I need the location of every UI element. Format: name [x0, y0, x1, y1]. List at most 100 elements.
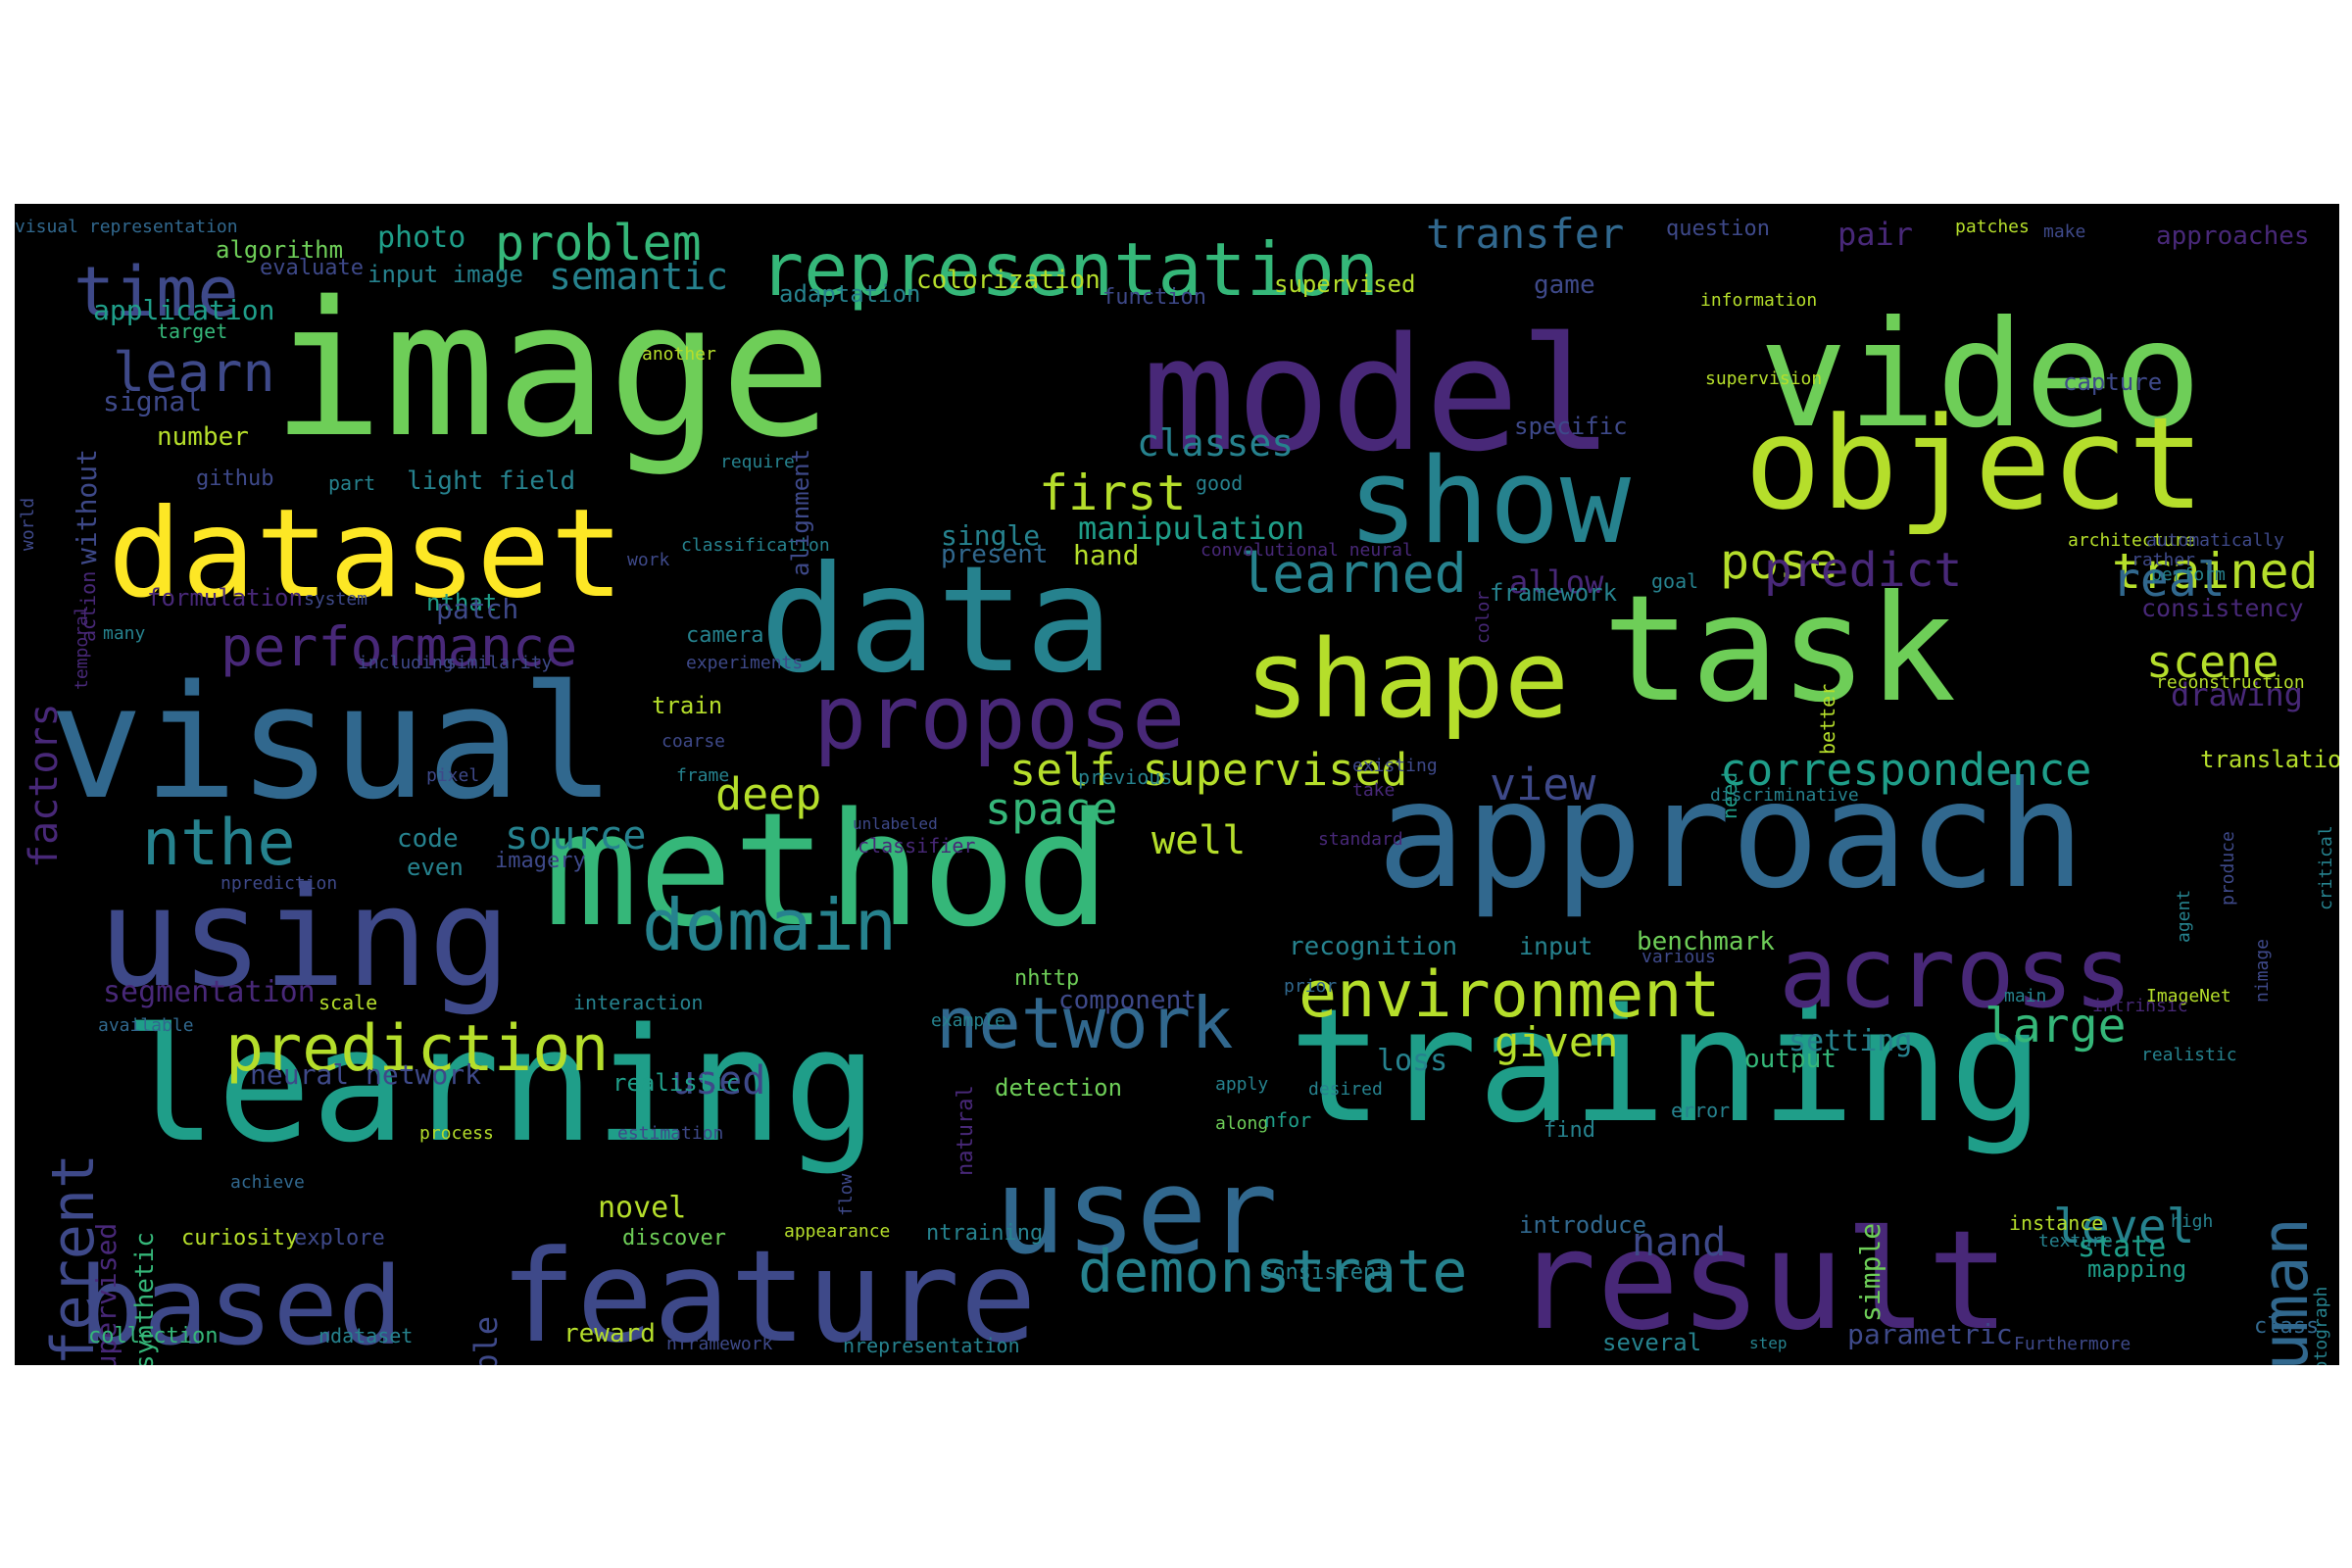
cloud-word: nthat	[426, 589, 498, 616]
cloud-word: pair	[1838, 216, 1914, 253]
cloud-word: patches	[1955, 217, 2030, 237]
cloud-word: ImageNet	[2146, 986, 2231, 1006]
cloud-word: appearance	[784, 1221, 891, 1242]
cloud-word: framework	[1490, 579, 1618, 607]
cloud-word: hand	[1073, 539, 1140, 571]
cloud-word: large	[1984, 999, 2127, 1054]
cloud-word: make	[2043, 221, 2086, 242]
cloud-word: similarity	[446, 653, 553, 673]
cloud-word: produce	[2218, 830, 2238, 906]
cloud-word: consistent	[1259, 1260, 1390, 1285]
cloud-word: including	[358, 653, 454, 673]
cloud-word: learning	[122, 994, 878, 1177]
cloud-word: previous	[1078, 765, 1173, 789]
cloud-word: colorization	[916, 266, 1101, 295]
cloud-word: color	[1473, 590, 1494, 644]
cloud-word: human	[2249, 1217, 2323, 1365]
cloud-word: natural	[954, 1085, 978, 1177]
cloud-word: take	[1352, 780, 1396, 801]
cloud-word: benchmark	[1637, 927, 1775, 956]
cloud-word: drawing	[2171, 676, 2303, 713]
cloud-word: view	[1490, 759, 1596, 810]
cloud-word: github	[196, 466, 274, 491]
cloud-word: nimage	[2252, 938, 2273, 1003]
cloud-word: consistency	[2141, 594, 2304, 622]
cloud-word: process	[419, 1123, 494, 1144]
cloud-word: performance	[220, 615, 578, 678]
cloud-word: standard	[1318, 829, 1403, 850]
cloud-word: demonstrate	[1078, 1238, 1468, 1306]
cloud-word: given	[1494, 1018, 1619, 1066]
cloud-word: number	[157, 422, 249, 452]
cloud-word: goal	[1651, 569, 1699, 593]
cloud-word: desired	[1308, 1079, 1383, 1100]
cloud-word: class	[2254, 1314, 2320, 1339]
cloud-word: apply	[1215, 1074, 1269, 1095]
cloud-word: perform	[2151, 564, 2226, 585]
cloud-word: dataset	[108, 483, 624, 625]
cloud-word: intrinsic	[2092, 996, 2188, 1016]
cloud-word: object	[1744, 389, 2205, 538]
cloud-word: formulation	[147, 584, 303, 612]
cloud-word: input image	[368, 261, 523, 288]
cloud-word: method	[544, 778, 1110, 961]
cloud-word: instance	[2009, 1211, 2104, 1235]
cloud-word: require	[720, 452, 795, 472]
cloud-word: discriminative	[1710, 785, 1859, 806]
cloud-word: game	[1534, 270, 1595, 300]
cloud-word: recognition	[1289, 932, 1458, 961]
cloud-word: experiments	[686, 653, 804, 673]
cloud-word: adaptation	[779, 280, 921, 308]
cloud-word: work	[627, 550, 670, 570]
cloud-word: imagery	[495, 849, 586, 873]
cloud-word: pose	[1720, 533, 1838, 590]
cloud-word: output	[1744, 1045, 1837, 1074]
cloud-word: show	[1348, 434, 1631, 570]
cloud-word: shape	[1245, 616, 1570, 742]
cloud-word: introduce	[1519, 1211, 1647, 1239]
cloud-word: step	[1749, 1334, 1788, 1352]
cloud-word: propose	[813, 666, 1186, 769]
cloud-word: domain	[642, 884, 898, 966]
cloud-word: prior	[1284, 976, 1338, 997]
cloud-word: task	[1602, 564, 1957, 735]
cloud-word: agent	[2174, 889, 2194, 943]
cloud-word: mapping	[2087, 1255, 2187, 1283]
cloud-word: level	[2053, 1200, 2195, 1254]
cloud-word: flow	[836, 1173, 857, 1217]
cloud-word: video	[1759, 290, 2202, 461]
cloud-word: image	[271, 262, 832, 478]
cloud-word: Furthermore	[2014, 1334, 2132, 1354]
cloud-word: problem	[495, 215, 702, 271]
cloud-word: error	[1671, 1099, 1731, 1122]
cloud-word: transfer	[1426, 210, 1625, 258]
cloud-word: prediction	[225, 1012, 610, 1086]
cloud-word: learn	[113, 341, 275, 404]
cloud-word: visual	[49, 651, 615, 834]
cloud-word: state	[2078, 1230, 2167, 1264]
cloud-word: camera	[686, 623, 764, 648]
cloud-word: factors	[22, 703, 67, 868]
cloud-word: several	[1602, 1329, 1702, 1356]
cloud-word: patch	[436, 593, 519, 625]
cloud-word: along	[1215, 1113, 1269, 1134]
cloud-word: approach	[1377, 751, 2085, 921]
cloud-word: temporal	[72, 605, 92, 691]
cloud-word: loss	[1377, 1044, 1448, 1078]
cloud-word: present	[941, 540, 1049, 569]
cloud-word: nframework	[666, 1334, 773, 1354]
cloud-word: real	[2112, 553, 2226, 608]
cloud-word: segmentation	[103, 975, 316, 1009]
cloud-word: source	[505, 813, 647, 858]
cloud-word: coarse	[662, 731, 726, 752]
cloud-word: photo	[377, 220, 466, 255]
cloud-word: environment	[1298, 958, 1721, 1032]
cloud-word: neural network	[250, 1058, 482, 1091]
cloud-word: capture	[2063, 368, 2163, 396]
cloud-word: setting	[1788, 1024, 1913, 1058]
cloud-word: reward	[564, 1319, 656, 1348]
cloud-word: input	[1519, 932, 1593, 960]
cloud-word: good	[1196, 471, 1244, 495]
cloud-word: world	[18, 497, 38, 551]
cloud-word: network	[936, 982, 1234, 1064]
